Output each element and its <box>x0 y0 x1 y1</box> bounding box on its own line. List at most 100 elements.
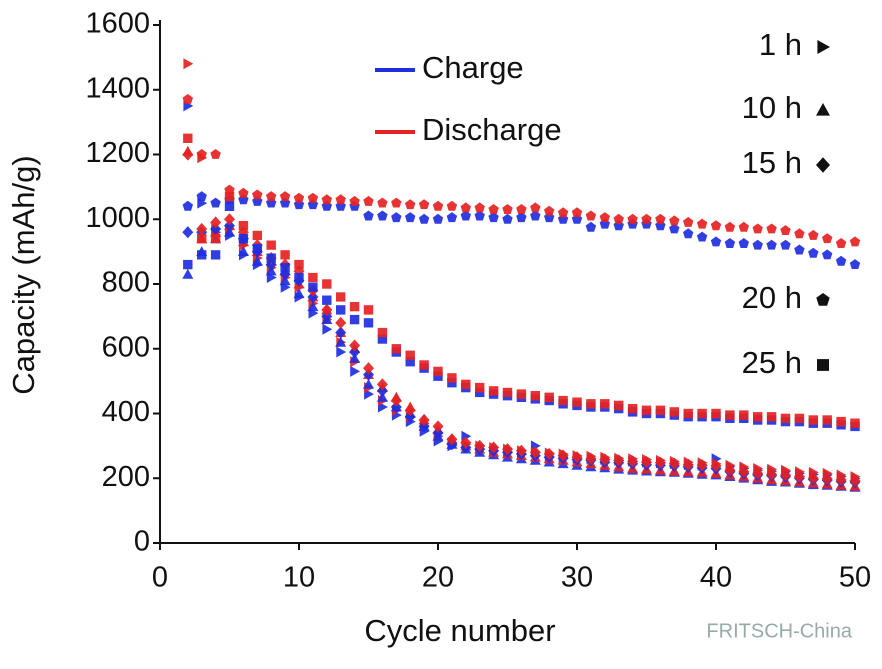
data-point <box>752 467 764 480</box>
data-point <box>600 399 610 409</box>
data-point <box>210 234 221 244</box>
data-point <box>696 218 708 229</box>
data-point <box>683 408 693 419</box>
y-tick-label: 1600 <box>85 8 150 40</box>
legend-marker <box>816 157 830 173</box>
data-point <box>210 149 221 159</box>
data-point <box>377 210 388 221</box>
data-point <box>752 223 763 234</box>
data-point <box>293 288 305 299</box>
data-point <box>585 221 597 232</box>
data-point <box>641 456 652 469</box>
data-point <box>627 213 638 224</box>
data-point <box>515 444 527 457</box>
data-point <box>349 314 360 325</box>
data-point <box>294 259 304 270</box>
data-point <box>836 416 846 427</box>
data-point <box>363 305 374 315</box>
data-point <box>265 258 277 271</box>
data-point <box>363 368 374 381</box>
data-point <box>363 362 374 375</box>
y-tick-label: 1200 <box>85 137 150 169</box>
legend-label: 25 h <box>742 345 802 380</box>
data-point <box>488 441 500 454</box>
data-point <box>474 210 485 221</box>
data-point <box>460 202 471 213</box>
data-point <box>557 207 569 218</box>
data-point <box>238 234 249 244</box>
data-point <box>224 213 235 226</box>
data-point <box>753 412 763 422</box>
data-point <box>433 366 443 377</box>
data-point <box>683 228 694 239</box>
data-point <box>432 426 444 439</box>
data-point <box>488 212 499 223</box>
data-point <box>376 378 388 391</box>
legend-label: Charge <box>422 50 524 85</box>
data-point <box>252 243 262 254</box>
data-point <box>530 202 541 213</box>
data-point <box>335 326 347 339</box>
y-tick-label: 1000 <box>85 202 150 234</box>
data-point <box>418 420 430 433</box>
data-point <box>543 447 555 460</box>
data-point <box>210 216 222 229</box>
y-tick-label: 200 <box>102 461 150 493</box>
data-point <box>822 415 832 425</box>
data-point <box>251 255 263 266</box>
y-tick-label: 400 <box>102 396 150 428</box>
data-point <box>183 58 194 70</box>
data-point <box>780 413 791 423</box>
data-point <box>182 226 194 239</box>
data-point <box>724 464 736 477</box>
data-point <box>446 433 458 446</box>
data-point <box>488 386 499 396</box>
data-point <box>432 213 444 224</box>
data-point <box>697 408 707 419</box>
data-point <box>183 259 193 270</box>
data-point <box>502 213 513 224</box>
data-point <box>322 279 332 289</box>
data-point <box>405 199 416 210</box>
data-point <box>279 268 291 281</box>
data-point <box>266 253 276 263</box>
data-point <box>308 282 318 292</box>
data-point <box>280 263 290 273</box>
data-point <box>669 215 680 226</box>
data-point <box>196 222 208 235</box>
data-point <box>376 384 388 397</box>
x-tick-label: 20 <box>422 562 454 594</box>
data-point <box>544 205 555 216</box>
data-point <box>725 410 735 420</box>
data-point <box>794 228 805 239</box>
data-point <box>405 350 415 360</box>
data-point <box>252 189 263 200</box>
y-tick-label: 0 <box>134 526 150 558</box>
data-point <box>335 194 346 205</box>
data-point <box>710 236 722 247</box>
data-point <box>516 204 527 214</box>
data-point <box>474 202 485 213</box>
data-point <box>307 290 319 303</box>
data-point <box>419 360 429 370</box>
data-point <box>210 222 222 235</box>
data-point <box>390 401 402 414</box>
legend-marker <box>817 359 829 371</box>
data-point <box>557 449 569 462</box>
data-point <box>197 234 207 244</box>
data-point <box>238 187 249 198</box>
data-point <box>558 395 568 406</box>
x-tick-label: 40 <box>700 562 732 594</box>
data-point <box>252 230 262 241</box>
data-point <box>432 420 444 433</box>
data-point <box>529 446 541 459</box>
data-point <box>335 316 347 329</box>
data-point <box>224 201 235 211</box>
data-point <box>196 149 207 159</box>
data-point <box>321 194 332 205</box>
legend-label: 10 h <box>742 90 802 125</box>
data-point <box>849 236 861 247</box>
data-point <box>210 197 221 208</box>
data-point <box>391 197 402 208</box>
data-point <box>655 405 666 415</box>
